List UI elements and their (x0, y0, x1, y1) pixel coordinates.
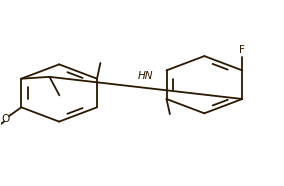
Text: HN: HN (138, 71, 154, 81)
Text: F: F (239, 45, 245, 55)
Text: O: O (2, 114, 10, 124)
